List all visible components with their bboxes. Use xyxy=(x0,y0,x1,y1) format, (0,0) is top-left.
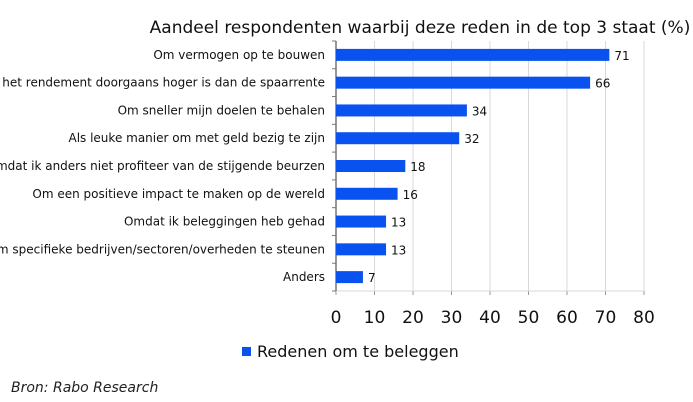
category-label: Om specifieke bedrijven/sectoren/overhed… xyxy=(0,242,325,256)
bar xyxy=(336,187,398,200)
x-tick-label: 40 xyxy=(479,308,501,328)
category-label: Anders xyxy=(283,270,325,284)
data-label: 13 xyxy=(391,243,406,257)
x-tick-label: 80 xyxy=(633,308,655,328)
bar xyxy=(336,160,406,172)
category-label: Om vermogen op te bouwen xyxy=(153,48,325,62)
x-tick-label: 20 xyxy=(402,308,424,328)
x-tick-label: 30 xyxy=(441,308,463,328)
category-label: Om sneller mijn doelen te behalen xyxy=(118,103,325,117)
chart-title: Aandeel respondenten waarbij deze reden … xyxy=(150,18,691,38)
category-label: Omdat het rendement doorgaans hoger is d… xyxy=(0,76,325,90)
data-label: 71 xyxy=(614,49,629,63)
category-label: Om een positieve impact te maken op de w… xyxy=(32,187,325,201)
bar xyxy=(336,132,460,145)
bar xyxy=(336,76,591,89)
bar xyxy=(336,48,610,61)
x-tick-label: 10 xyxy=(364,308,386,328)
data-label: 13 xyxy=(391,216,406,230)
source-note: Bron: Rabo Research xyxy=(11,380,159,396)
data-label: 7 xyxy=(368,271,376,285)
legend-swatch xyxy=(242,347,251,356)
bar xyxy=(336,243,387,256)
category-label: Als leuke manier om met geld bezig te zi… xyxy=(68,131,325,145)
bar xyxy=(336,271,363,284)
data-label: 34 xyxy=(472,104,487,118)
x-tick-label: 0 xyxy=(331,308,342,328)
x-tick-label: 50 xyxy=(518,308,540,328)
x-tick-label: 60 xyxy=(556,308,578,328)
x-tick-label: 70 xyxy=(595,308,617,328)
data-label: 16 xyxy=(403,188,418,202)
category-label: Omdat ik anders niet profiteer van de st… xyxy=(0,159,325,173)
category-label: Omdat ik beleggingen heb gehad xyxy=(124,215,325,229)
bar xyxy=(336,104,467,117)
bar xyxy=(336,215,387,228)
data-label: 18 xyxy=(410,160,425,174)
data-label: 32 xyxy=(464,132,479,146)
data-label: 66 xyxy=(595,77,610,91)
legend-label: Redenen om te beleggen xyxy=(257,342,459,361)
